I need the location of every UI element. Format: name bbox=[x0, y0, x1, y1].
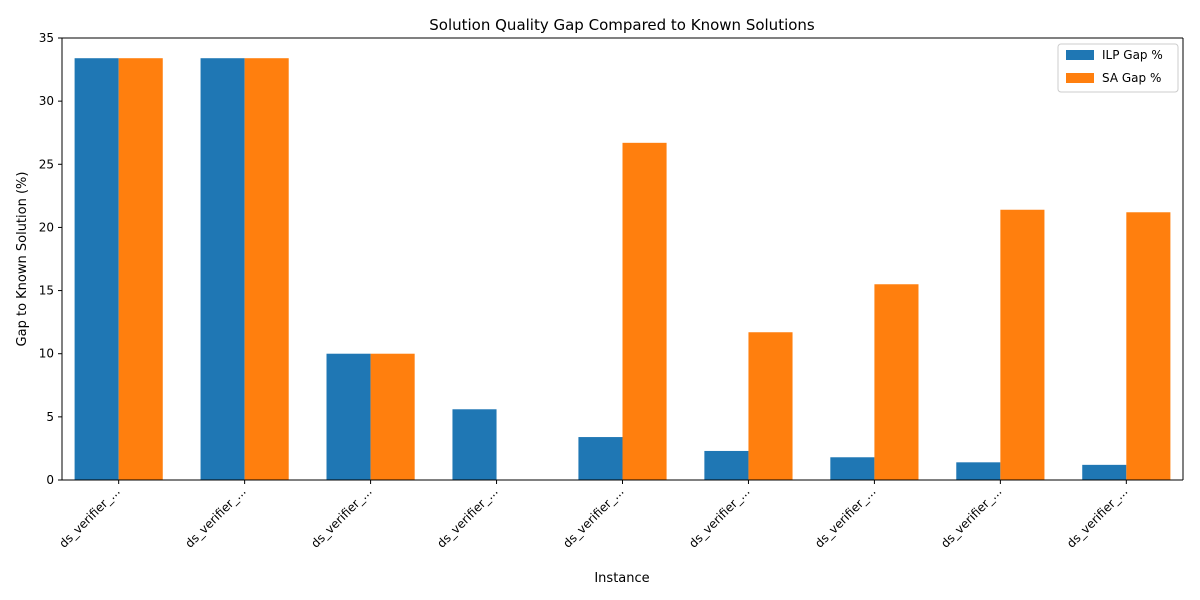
y-tick-label-5: 25 bbox=[39, 157, 54, 171]
y-tick-label-4: 20 bbox=[39, 220, 54, 234]
y-tick-label-1: 5 bbox=[46, 410, 54, 424]
y-tick-label-2: 10 bbox=[39, 347, 54, 361]
bar-ilp-4 bbox=[578, 437, 623, 480]
bar-sa-4 bbox=[622, 142, 667, 480]
legend-label-sa: SA Gap % bbox=[1102, 71, 1161, 85]
y-axis-label: Gap to Known Solution (%) bbox=[15, 172, 30, 347]
y-tick-label-7: 35 bbox=[39, 31, 54, 45]
y-tick-label-6: 30 bbox=[39, 94, 54, 108]
bar-ilp-2 bbox=[326, 353, 371, 480]
bar-sa-5 bbox=[748, 332, 793, 480]
legend: ILP Gap % SA Gap % bbox=[1057, 43, 1179, 93]
y-ticks: 0 5 10 15 20 25 30 35 bbox=[39, 31, 62, 487]
bar-ilp-0 bbox=[74, 58, 119, 481]
bar-sa-2 bbox=[370, 353, 415, 480]
x-axis-label: Instance bbox=[594, 571, 649, 586]
bar-ilp-5 bbox=[704, 450, 749, 480]
legend-label-ilp: ILP Gap % bbox=[1102, 48, 1163, 62]
legend-swatch-sa bbox=[1066, 73, 1094, 83]
y-tick-label-0: 0 bbox=[46, 473, 54, 487]
legend-swatch-ilp bbox=[1066, 50, 1094, 60]
bar-sa-1 bbox=[244, 58, 289, 481]
bar-sa-7 bbox=[1000, 209, 1045, 480]
bar-ilp-6 bbox=[830, 457, 875, 480]
bar-ilp-3 bbox=[452, 409, 497, 480]
bar-ilp-8 bbox=[1082, 464, 1127, 480]
bar-sa-0 bbox=[118, 58, 163, 481]
bar-ilp-7 bbox=[956, 462, 1001, 480]
bars-layer bbox=[74, 58, 1171, 481]
bar-sa-8 bbox=[1126, 212, 1171, 480]
y-tick-label-3: 15 bbox=[39, 284, 54, 298]
chart-title: Solution Quality Gap Compared to Known S… bbox=[429, 16, 815, 34]
bar-sa-6 bbox=[874, 284, 919, 480]
bar-ilp-1 bbox=[200, 58, 245, 481]
